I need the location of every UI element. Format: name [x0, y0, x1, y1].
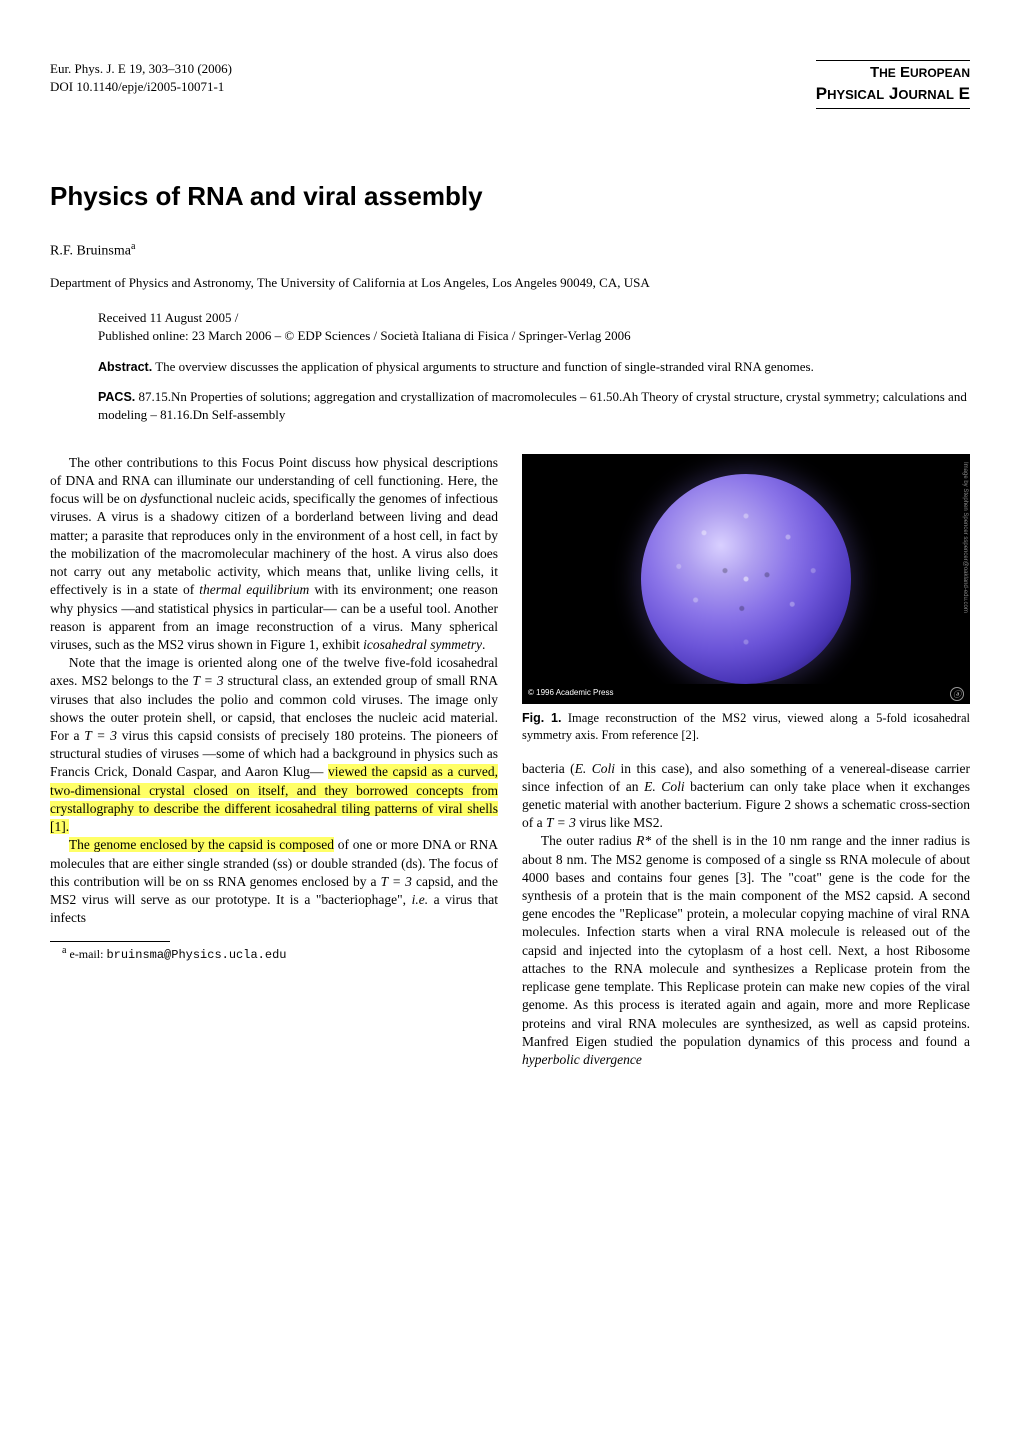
italic: dys [140, 491, 158, 506]
copyright-strip: © 1996 Academic Press ⓐ [522, 684, 970, 704]
footnote-email: bruinsma@Physics.ucla.edu [106, 948, 286, 962]
author-marker: a [131, 241, 135, 252]
text: bacteria ( [522, 761, 575, 776]
text: . [482, 637, 485, 652]
author-line: R.F. Bruinsmaa [50, 240, 970, 262]
body-columns: The other contributions to this Focus Po… [50, 454, 970, 1284]
abstract-label: Abstract. [98, 360, 152, 374]
italic: i.e. [412, 892, 429, 907]
text: The outer radius [541, 833, 636, 848]
footnote-label: e-mail: [69, 947, 106, 961]
published-date: Published online: 23 March 2006 – © EDP … [98, 327, 970, 345]
math: T = 3 [381, 874, 412, 889]
pacs-label: PACS. [98, 390, 135, 404]
abstract-block: Abstract. The overview discusses the app… [98, 358, 970, 376]
header-left: Eur. Phys. J. E 19, 303–310 (2006) DOI 1… [50, 60, 232, 95]
body-para-5: The outer radius R* of the shell is in t… [522, 832, 970, 1069]
figure-1-label: Fig. 1. [522, 711, 561, 725]
italic: E. Coli [575, 761, 615, 776]
body-para-4: bacteria (E. Coli in this case), and als… [522, 760, 970, 833]
italic: hyperbolic divergence [522, 1052, 642, 1067]
received-date: Received 11 August 2005 / [98, 309, 970, 327]
page-header: Eur. Phys. J. E 19, 303–310 (2006) DOI 1… [50, 60, 970, 109]
abstract-text: The overview discusses the application o… [155, 359, 814, 374]
body-para-3: The genome enclosed by the capsid is com… [50, 836, 498, 927]
pacs-block: PACS. 87.15.Nn Properties of solutions; … [98, 388, 970, 423]
affiliation: Department of Physics and Astronomy, The… [50, 274, 970, 292]
footnote-marker: a [62, 945, 66, 956]
italic: E. Coli [644, 779, 684, 794]
header-right: THE EUROPEAN PHYSICAL JOURNAL E [816, 60, 970, 109]
journal-reference: Eur. Phys. J. E 19, 303–310 (2006) [50, 60, 232, 78]
journal-name-line2: PHYSICAL JOURNAL E [816, 83, 970, 109]
math: R* [636, 833, 651, 848]
figure-1: Image by Stephen Spencer sspencer@oaklan… [522, 454, 970, 744]
footnote: a e-mail: bruinsma@Physics.ucla.edu [50, 944, 498, 963]
photo-credit: Image by Stephen Spencer sspencer@oaklan… [961, 462, 968, 613]
ap-badge-icon: ⓐ [950, 687, 964, 701]
math: T = 3 [193, 673, 224, 688]
figure-1-caption: Fig. 1. Image reconstruction of the MS2 … [522, 710, 970, 744]
copyright-text: © 1996 Academic Press [528, 688, 614, 699]
text: virus like MS2. [576, 815, 663, 830]
footnote-rule [50, 941, 170, 942]
text: of the shell is in the 10 nm range and t… [522, 833, 970, 1048]
article-title: Physics of RNA and viral assembly [50, 179, 970, 214]
italic: icosahedral symmetry [363, 637, 482, 652]
figure-1-image: Image by Stephen Spencer sspencer@oaklan… [522, 454, 970, 704]
body-para-1: The other contributions to this Focus Po… [50, 454, 498, 654]
doi: DOI 10.1140/epje/i2005-10071-1 [50, 78, 232, 96]
math: T = 3 [546, 815, 576, 830]
author-name: R.F. Bruinsma [50, 244, 131, 259]
body-para-2: Note that the image is oriented along on… [50, 654, 498, 836]
dates-block: Received 11 August 2005 / Published onli… [98, 309, 970, 344]
virus-rendering [641, 474, 851, 684]
journal-name-line1: THE EUROPEAN [816, 60, 970, 83]
figure-1-caption-text: Image reconstruction of the MS2 virus, v… [522, 711, 970, 742]
pacs-text: 87.15.Nn Properties of solutions; aggreg… [98, 389, 967, 422]
math: T = 3 [84, 728, 117, 743]
highlight: The genome enclosed by the capsid is com… [69, 837, 334, 852]
italic: thermal equilibrium [199, 582, 309, 597]
